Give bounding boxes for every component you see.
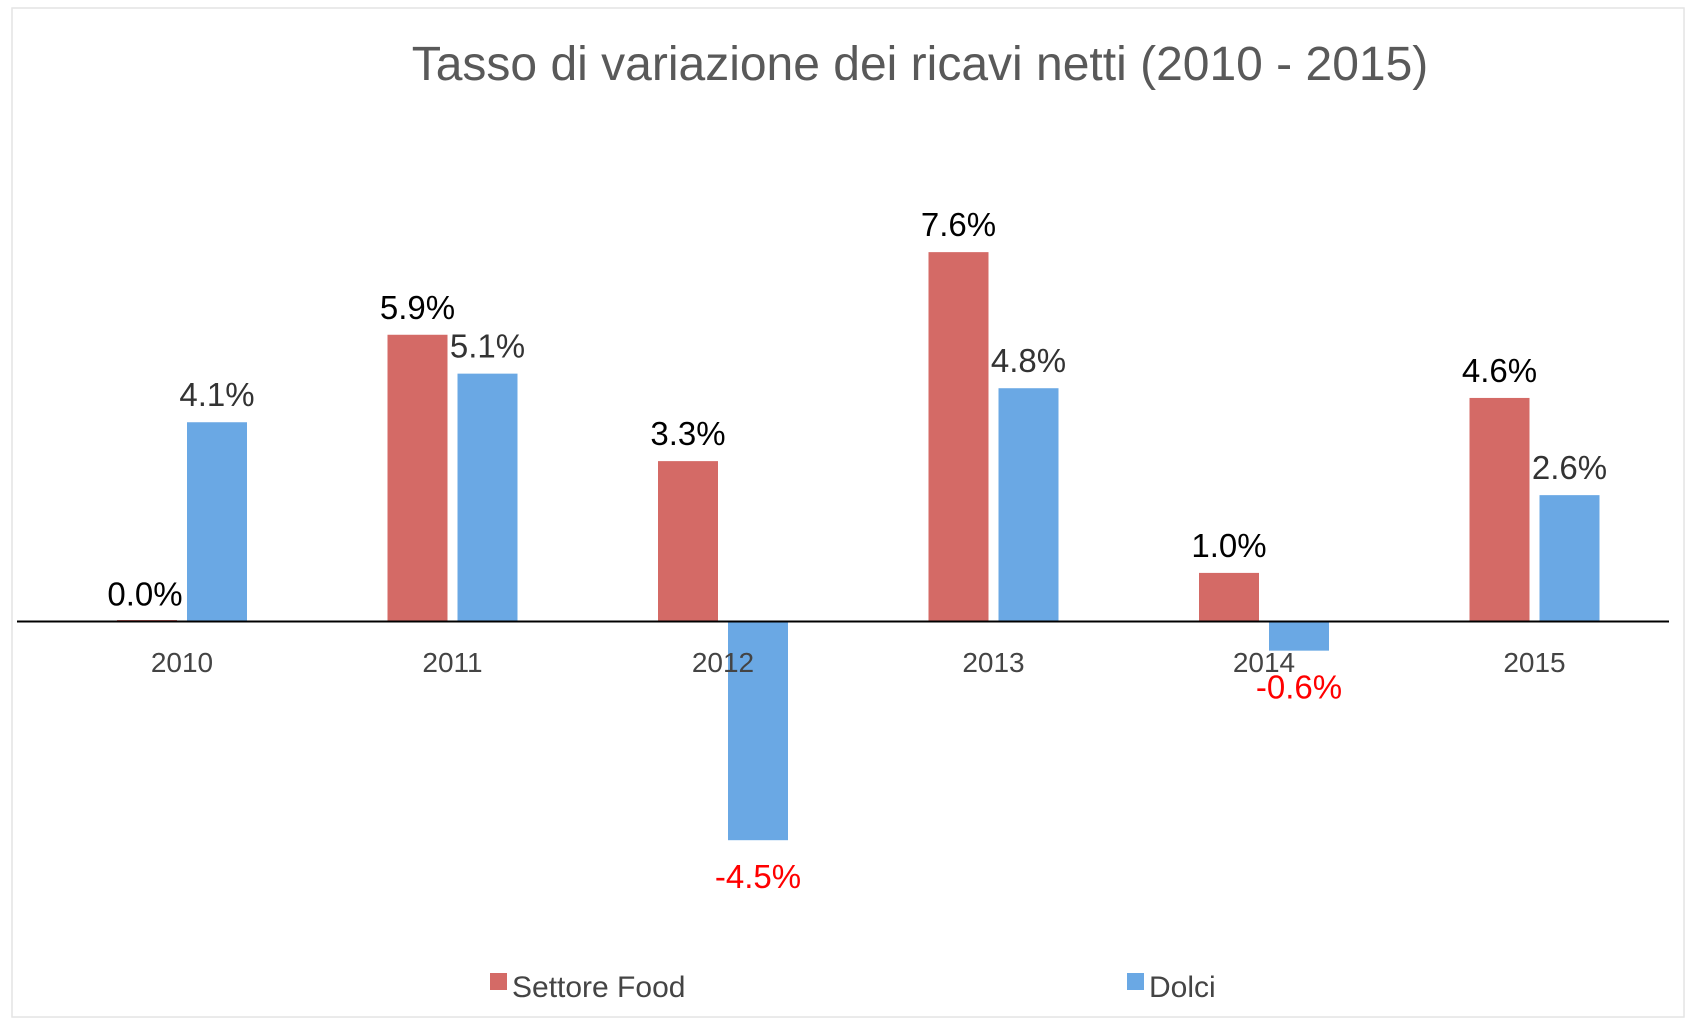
bar bbox=[999, 388, 1059, 621]
bar bbox=[929, 252, 989, 621]
data-label: 5.9% bbox=[380, 289, 455, 326]
data-label: 4.8% bbox=[991, 342, 1066, 379]
legend-swatch bbox=[1127, 973, 1144, 990]
bar bbox=[1199, 573, 1259, 622]
data-label: 2.6% bbox=[1532, 449, 1607, 486]
x-tick-label: 2014 bbox=[1233, 647, 1295, 678]
x-tick-label: 2015 bbox=[1503, 647, 1565, 678]
legend-swatch bbox=[490, 973, 507, 990]
data-label: 4.6% bbox=[1462, 352, 1537, 389]
bar bbox=[1470, 398, 1530, 622]
bar bbox=[658, 461, 718, 621]
legend-label: Settore Food bbox=[512, 971, 685, 1004]
chart-title: Tasso di variazione dei ricavi netti (20… bbox=[412, 38, 1429, 91]
chart-frame bbox=[12, 8, 1684, 1017]
bar bbox=[187, 422, 247, 621]
x-tick-label: 2010 bbox=[151, 647, 213, 678]
chart: Tasso di variazione dei ricavi netti (20… bbox=[0, 0, 1686, 1019]
bar bbox=[458, 374, 518, 622]
data-label: 3.3% bbox=[650, 415, 725, 452]
data-label: 7.6% bbox=[921, 206, 996, 243]
data-label: 5.1% bbox=[450, 328, 525, 365]
page: {"chart_data": {"type": "bar", "title": … bbox=[0, 0, 1686, 1019]
x-tick-label: 2012 bbox=[692, 647, 754, 678]
legend-label: Dolci bbox=[1149, 971, 1216, 1004]
bar bbox=[388, 335, 448, 622]
data-label: 0.0% bbox=[107, 576, 182, 613]
data-label: -4.5% bbox=[715, 858, 801, 895]
data-label: 4.1% bbox=[179, 376, 254, 413]
x-tick-label: 2013 bbox=[962, 647, 1024, 678]
x-tick-label: 2011 bbox=[422, 647, 482, 678]
data-label: 1.0% bbox=[1191, 527, 1266, 564]
bar bbox=[1540, 495, 1600, 621]
